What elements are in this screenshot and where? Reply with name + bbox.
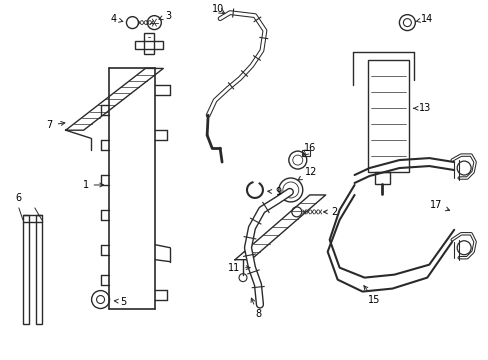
Bar bbox=[36, 215, 41, 324]
Text: 7: 7 bbox=[46, 120, 65, 130]
Text: 2: 2 bbox=[323, 207, 337, 217]
Bar bbox=[135, 41, 163, 49]
Bar bbox=[301, 150, 309, 156]
Circle shape bbox=[147, 15, 161, 30]
Bar bbox=[144, 32, 154, 54]
Bar bbox=[23, 215, 29, 324]
Bar bbox=[367, 60, 408, 172]
Text: 4: 4 bbox=[110, 14, 122, 24]
Text: 5: 5 bbox=[114, 297, 126, 306]
Text: 8: 8 bbox=[250, 298, 261, 319]
Circle shape bbox=[291, 207, 301, 217]
Text: 12: 12 bbox=[298, 167, 317, 180]
Bar bbox=[375, 172, 389, 184]
Text: 6: 6 bbox=[16, 193, 22, 203]
Text: 9: 9 bbox=[267, 187, 281, 197]
Circle shape bbox=[239, 274, 246, 282]
Text: 1: 1 bbox=[82, 180, 103, 190]
Text: 17: 17 bbox=[429, 200, 448, 211]
Text: 3: 3 bbox=[159, 11, 171, 21]
Text: 11: 11 bbox=[227, 263, 249, 273]
Circle shape bbox=[126, 17, 138, 28]
Text: 10: 10 bbox=[211, 4, 224, 14]
Text: 13: 13 bbox=[413, 103, 431, 113]
Text: 14: 14 bbox=[415, 14, 433, 24]
Text: 15: 15 bbox=[363, 286, 380, 305]
Text: 16: 16 bbox=[303, 143, 315, 153]
